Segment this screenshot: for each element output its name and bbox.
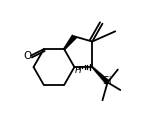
Polygon shape — [63, 35, 77, 50]
Text: H: H — [75, 66, 82, 75]
Text: O: O — [24, 51, 32, 61]
Polygon shape — [92, 67, 109, 84]
Text: Si: Si — [103, 76, 112, 86]
